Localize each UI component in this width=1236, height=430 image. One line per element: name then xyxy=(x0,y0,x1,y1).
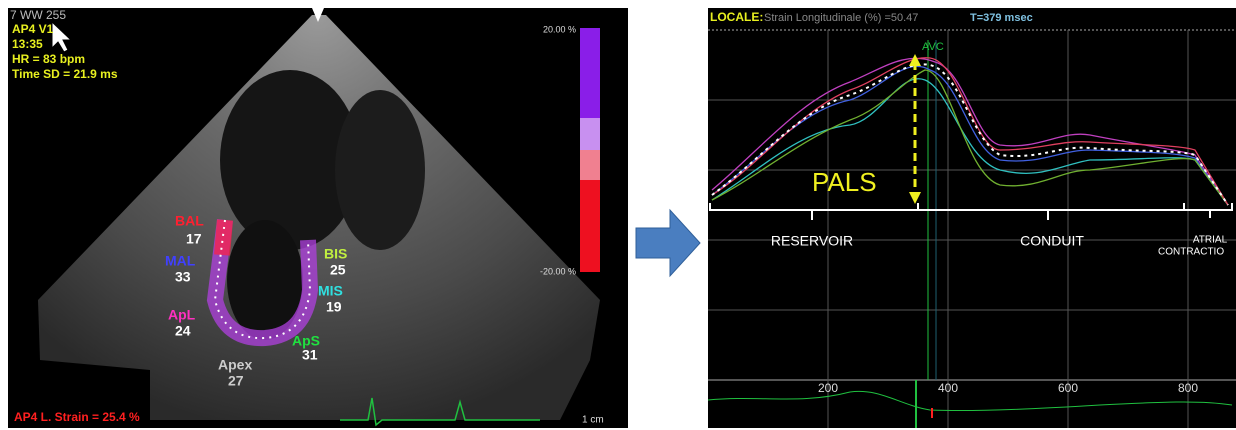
segment-name: MIS xyxy=(318,283,343,299)
figure: 7 WW 255 AP4 V1 13:35 HR = 83 bpm Time S… xyxy=(0,0,1236,430)
myocardium-strain xyxy=(222,220,225,255)
color-scale xyxy=(580,28,600,118)
phase-label: CONTRACTIO xyxy=(1158,247,1224,258)
strain-panel xyxy=(708,8,1236,428)
segment-value: 25 xyxy=(330,262,346,278)
header-label: LOCALE: xyxy=(710,10,763,24)
color-scale xyxy=(580,118,600,150)
color-scale xyxy=(580,180,600,272)
segment-name: BIS xyxy=(324,246,347,262)
overlay: AP4 V1 xyxy=(12,22,54,36)
header-text: Strain Longitudinale (%) =50.47 xyxy=(764,12,918,24)
segment-value: 19 xyxy=(326,299,342,315)
segment-name: ApL xyxy=(168,307,196,323)
overlay: 7 WW 255 xyxy=(10,8,66,22)
overlay: Time SD = 21.9 ms xyxy=(12,67,118,81)
overlay: 13:35 xyxy=(12,37,43,51)
x-tick-label: 200 xyxy=(818,381,838,395)
page: 7 WW 255 AP4 V1 13:35 HR = 83 bpm Time S… xyxy=(0,0,1236,430)
global-strain: AP4 L. Strain = 25.4 % xyxy=(14,410,140,424)
avc-label: AVC xyxy=(922,41,944,53)
segment-value: 33 xyxy=(175,269,191,285)
scale-label: 20.00 % xyxy=(543,24,576,34)
color-scale xyxy=(580,150,600,180)
phase-label: ATRIAL xyxy=(1193,235,1228,246)
x-tick-label: 600 xyxy=(1058,381,1078,395)
segment-name: Apex xyxy=(218,357,252,373)
x-tick-label: 400 xyxy=(938,381,958,395)
phase-label: CONDUIT xyxy=(1020,233,1084,249)
x-tick-label: 800 xyxy=(1178,381,1198,395)
segment-name: BAL xyxy=(175,213,204,229)
header-time: T=379 msec xyxy=(970,12,1033,24)
pals-label: PALS xyxy=(812,167,877,197)
segment-value: 31 xyxy=(302,347,318,363)
segment-value: 17 xyxy=(186,231,202,247)
arrow xyxy=(636,210,700,276)
segment-name: MAL xyxy=(165,253,196,269)
scale-label: 1 cm xyxy=(582,415,604,426)
scale-label: -20.00 % xyxy=(540,266,576,276)
segment-value: 27 xyxy=(228,373,244,389)
overlay: HR = 83 bpm xyxy=(12,52,85,66)
cavity xyxy=(335,90,425,250)
phase-label: RESERVOIR xyxy=(771,233,853,249)
segment-value: 24 xyxy=(175,323,191,339)
